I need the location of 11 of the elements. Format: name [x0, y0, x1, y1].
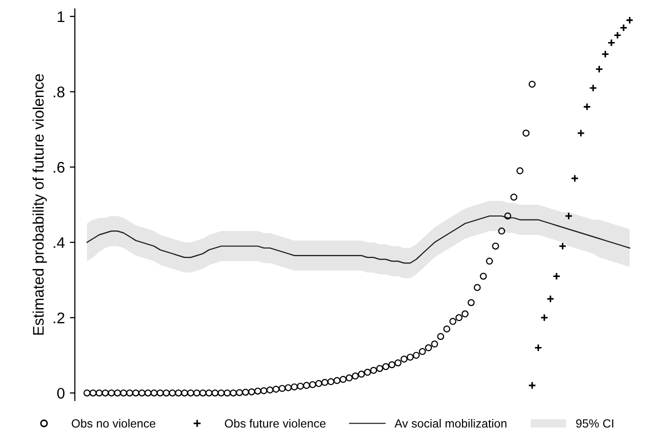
y-axis-title: Estimated probability of future violence [32, 74, 47, 335]
y-tick-label: .4 [54, 237, 65, 248]
legend-label: Obs future violence [224, 418, 326, 428]
legend-label: Av social mobilization [394, 418, 506, 428]
y-tick-label: 1 [58, 11, 64, 22]
text: 95% CI [576, 419, 614, 428]
y-tick-label: 0 [57, 388, 64, 399]
y-tick-label: .6 [54, 162, 64, 173]
legend-label: Obs no violence [72, 418, 156, 428]
y-tick-label: .8 [54, 86, 64, 98]
y-tick-label: .2 [54, 312, 64, 324]
